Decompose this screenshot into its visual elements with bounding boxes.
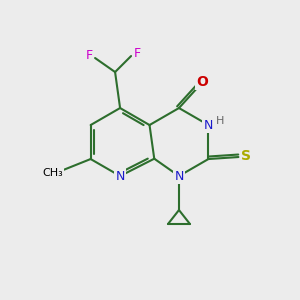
Text: S: S — [242, 149, 251, 163]
Text: N: N — [204, 118, 213, 131]
Text: F: F — [85, 49, 93, 62]
Text: O: O — [196, 75, 208, 89]
Text: N: N — [174, 169, 184, 182]
Text: H: H — [216, 116, 225, 126]
Text: CH₃: CH₃ — [42, 168, 63, 178]
Text: N: N — [116, 169, 125, 182]
Text: F: F — [134, 46, 141, 59]
